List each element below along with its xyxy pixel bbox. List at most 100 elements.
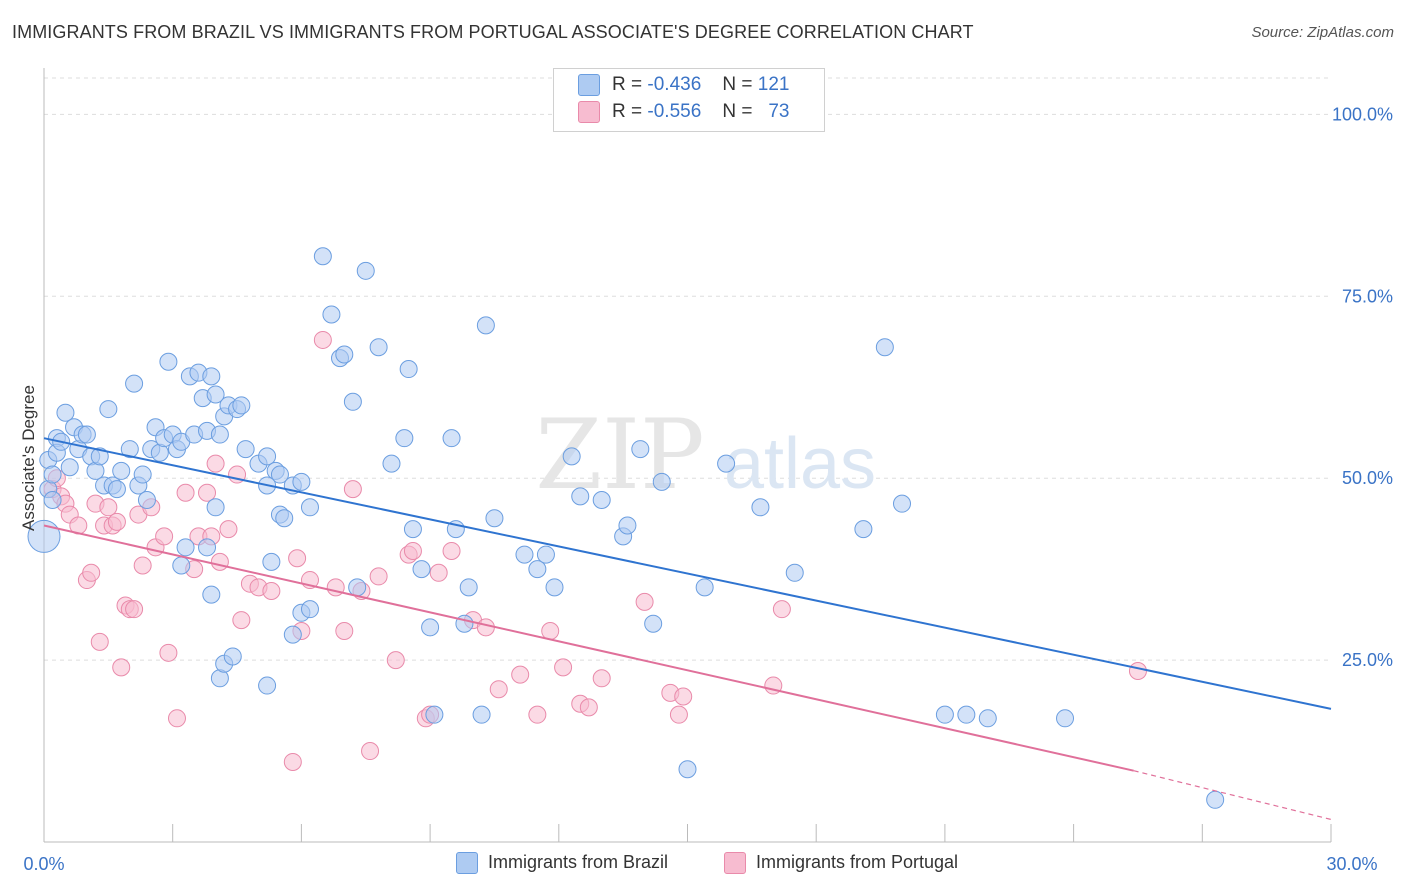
brazil-point xyxy=(133,465,152,484)
brazil-point xyxy=(77,425,96,444)
brazil-point xyxy=(421,618,440,637)
brazil-point xyxy=(99,400,118,419)
brazil-point xyxy=(43,491,62,510)
y-tick-label: 75.0% xyxy=(1342,286,1393,306)
brazil-point xyxy=(592,491,611,510)
portugal-point xyxy=(112,658,131,677)
brazil-point xyxy=(137,491,156,510)
x-tick-label: 30.0% xyxy=(1326,854,1377,874)
portugal-point xyxy=(176,483,195,502)
brazil-swatch xyxy=(578,74,600,96)
brazil-point xyxy=(210,425,229,444)
brazil-point xyxy=(107,480,126,499)
brazil-point xyxy=(348,578,367,597)
brazil-point xyxy=(893,494,911,513)
brazil-point xyxy=(90,447,109,466)
brazil-point xyxy=(751,498,770,517)
portugal-point xyxy=(155,527,174,546)
brazil-point xyxy=(485,509,504,528)
r-label: R = xyxy=(612,101,643,123)
brazil-point xyxy=(206,498,225,517)
brazil-point xyxy=(300,600,319,619)
portugal-point xyxy=(592,669,611,688)
brazil-point xyxy=(335,345,354,364)
legend-row-brazil: R = -0.436 N = 121 xyxy=(578,74,789,100)
portugal-trend-extension xyxy=(1133,770,1332,821)
portugal-point xyxy=(159,643,178,662)
brazil-point xyxy=(442,429,461,448)
brazil-point xyxy=(202,367,221,386)
portugal-point xyxy=(674,687,693,706)
brazil-point xyxy=(43,465,62,484)
brazil-point xyxy=(536,545,555,564)
portugal-swatch xyxy=(724,852,746,875)
portugal-point xyxy=(167,709,186,728)
brazil-point xyxy=(262,552,281,571)
portugal-legend-label: Immigrants from Portugal xyxy=(756,852,959,872)
portugal-point xyxy=(528,705,547,724)
portugal-point xyxy=(335,621,354,640)
brazil-point xyxy=(258,676,277,695)
portugal-point xyxy=(219,520,238,539)
portugal-point xyxy=(90,632,109,651)
portugal-swatch xyxy=(578,101,600,123)
brazil-point xyxy=(571,487,590,506)
watermark: ZIP atlas xyxy=(535,399,876,511)
portugal-point xyxy=(232,611,251,630)
portugal-point xyxy=(429,563,448,582)
brazil-legend-label: Immigrants from Brazil xyxy=(488,852,669,872)
x-tick-label: 0.0% xyxy=(23,854,64,874)
brazil-point xyxy=(125,374,144,393)
portugal-point xyxy=(511,665,530,684)
brazil-point xyxy=(652,472,671,491)
portugal-point xyxy=(554,658,573,677)
bottom-legend-portugal[interactable]: Immigrants from Portugal xyxy=(724,852,959,875)
brazil-point xyxy=(854,520,873,539)
brazil-point xyxy=(678,760,697,779)
brazil-point xyxy=(120,440,139,459)
portugal-point xyxy=(288,549,307,568)
portugal-point xyxy=(476,618,495,637)
brazil-point xyxy=(1056,709,1075,728)
brazil-point xyxy=(382,454,401,473)
brazil-point xyxy=(875,338,894,357)
brazil-point xyxy=(176,538,195,557)
brazil-n-value: 121 xyxy=(757,74,790,96)
legend-row-portugal: R = -0.556 N = 73 xyxy=(578,101,789,127)
brazil-point xyxy=(206,385,225,404)
n-label: N = xyxy=(722,74,753,96)
portugal-point xyxy=(403,541,422,560)
brazil-point xyxy=(399,360,418,379)
portugal-point xyxy=(489,680,508,699)
brazil-point xyxy=(223,647,242,666)
portugal-point xyxy=(1128,662,1147,681)
brazil-r-value: -0.436 xyxy=(647,74,702,96)
brazil-point xyxy=(112,461,131,480)
portugal-point xyxy=(361,742,380,761)
brazil-point xyxy=(395,429,414,448)
portugal-r-value: -0.556 xyxy=(647,101,702,123)
brazil-point xyxy=(631,440,650,459)
portugal-point xyxy=(283,752,302,771)
brazil-point xyxy=(515,545,534,564)
bottom-legend-brazil[interactable]: Immigrants from Brazil xyxy=(456,852,669,875)
portugal-point xyxy=(262,581,281,600)
portugal-point xyxy=(206,454,225,473)
brazil-point xyxy=(283,625,302,644)
r-label: R = xyxy=(612,74,643,96)
brazil-point xyxy=(935,705,954,724)
brazil-point xyxy=(472,705,491,724)
watermark-zip: ZIP xyxy=(535,399,704,511)
brazil-trend-line xyxy=(43,437,1332,710)
brazil-point xyxy=(232,396,251,415)
brazil-point xyxy=(644,614,663,633)
brazil-point xyxy=(618,516,637,535)
portugal-points xyxy=(43,330,1147,771)
portugal-point xyxy=(198,483,217,502)
brazil-point xyxy=(545,578,564,597)
brazil-point xyxy=(56,403,75,422)
brazil-point xyxy=(236,440,255,459)
brazil-point xyxy=(369,338,388,357)
portugal-point xyxy=(386,651,405,670)
